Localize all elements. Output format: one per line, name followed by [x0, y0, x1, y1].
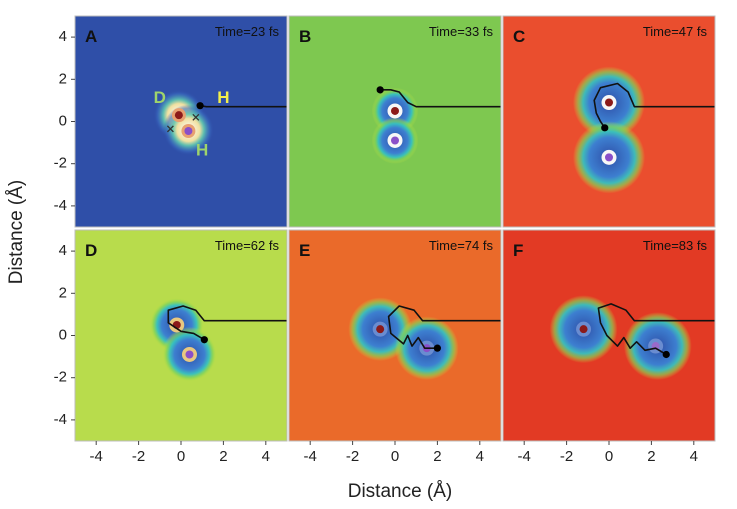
panel-time: Time=33 fs	[429, 24, 494, 39]
x-tick-label: -4	[90, 448, 103, 465]
electron-trajectory	[167, 305, 287, 341]
y-tick-label: -4	[54, 411, 67, 428]
electron-marker	[601, 124, 609, 132]
x-tick-label: 4	[262, 448, 270, 465]
x-tick-label: -2	[346, 448, 359, 465]
electron-trajectory	[593, 82, 715, 129]
x-tick-label: 4	[476, 448, 484, 465]
panel-time: Time=47 fs	[643, 24, 708, 39]
panel-A: D H H A Time=23 fs	[74, 15, 288, 228]
x-tick-label: -4	[518, 448, 531, 465]
nucleus	[184, 126, 193, 135]
y-tick-label: -2	[54, 155, 67, 172]
y-tick-label: 4	[59, 28, 67, 45]
x-tick-label: 2	[433, 448, 441, 465]
panel-C: C Time=47 fs	[502, 15, 716, 228]
nucleus	[376, 325, 385, 334]
panels: D H H A Time=23 fs B Time=33 fs C Time=47 fs D Tim…	[74, 15, 716, 442]
x-tick-label: 0	[605, 448, 613, 465]
panel-D: D Time=62 fs	[74, 229, 288, 442]
panel-time: Time=83 fs	[643, 238, 708, 253]
panel-time: Time=62 fs	[215, 238, 280, 253]
electron-marker	[376, 86, 384, 94]
nucleus	[391, 106, 399, 115]
nucleus	[391, 136, 399, 145]
panel-F: F Time=83 fs	[502, 229, 716, 442]
x-tick-label: 0	[391, 448, 399, 465]
x-tick-label: 4	[690, 448, 698, 465]
y-axis-label: Distance (Å)	[6, 180, 27, 285]
electron-trajectory	[597, 303, 715, 356]
panel-frame	[288, 15, 502, 228]
y-tick-label: 2	[59, 284, 67, 301]
nucleus	[605, 153, 613, 162]
nucleus	[174, 111, 183, 120]
x-tick-label: -2	[132, 448, 145, 465]
x-tick-label: -4	[304, 448, 317, 465]
x-tick-label: 2	[647, 448, 655, 465]
panel-label: A	[85, 27, 97, 46]
panel-B: B Time=33 fs	[288, 15, 502, 228]
y-tick-label: 0	[59, 326, 67, 343]
nucleus	[579, 325, 588, 334]
atom-label: H	[196, 141, 208, 160]
cross-marker	[192, 113, 200, 121]
y-tick-label: 2	[59, 70, 67, 87]
atom-label: D	[154, 88, 166, 107]
electron-marker	[200, 336, 208, 344]
panel-frame	[502, 15, 716, 228]
y-tick-label: -2	[54, 369, 67, 386]
nucleus	[185, 350, 194, 359]
x-tick-label: -2	[560, 448, 573, 465]
y-tick-label: 4	[59, 242, 67, 259]
panel-label: B	[299, 27, 311, 46]
panel-time: Time=23 fs	[215, 24, 280, 39]
axes: 4 2 0 -2 -4 4 2 0 -2 -4 -4 -2 0 2 4 -4 -2 0 2 4 -4 -2 0 2 4	[54, 28, 698, 465]
electron-trajectory	[380, 89, 501, 108]
x-tick-label: 2	[219, 448, 227, 465]
panel-label: C	[513, 27, 525, 46]
panel-E: E Time=74 fs	[288, 229, 502, 442]
nucleus	[605, 98, 613, 107]
electron-marker	[433, 344, 441, 352]
panel-label: F	[513, 241, 523, 260]
atom-label: H	[217, 88, 229, 107]
y-tick-label: 0	[59, 112, 67, 129]
electron-trajectory	[387, 305, 501, 349]
electron-marker	[196, 102, 204, 110]
x-axis-label: Distance (Å)	[348, 481, 453, 502]
y-tick-label: -4	[54, 197, 67, 214]
electron-marker	[662, 350, 670, 359]
x-tick-label: 0	[177, 448, 185, 465]
panel-label: E	[299, 241, 310, 260]
panel-time: Time=74 fs	[429, 238, 494, 253]
panel-label: D	[85, 241, 97, 260]
cross-marker	[166, 125, 174, 133]
